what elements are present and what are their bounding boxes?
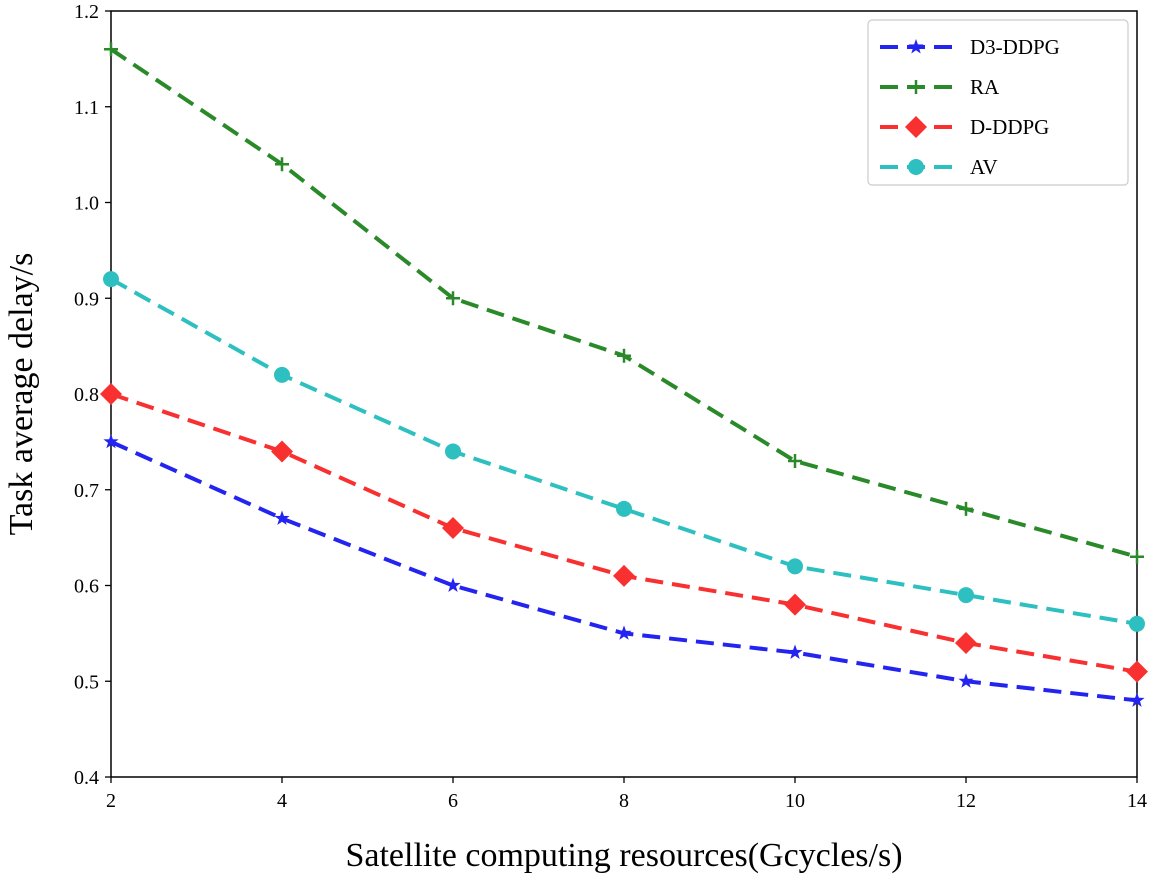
data-point-plus bbox=[1130, 549, 1144, 564]
data-point-plus bbox=[275, 157, 289, 172]
data-point-star bbox=[908, 39, 924, 54]
data-point-diamond bbox=[905, 116, 927, 138]
series-d-ddpg bbox=[100, 383, 1148, 683]
legend-item: RA bbox=[880, 75, 1000, 99]
data-point-star bbox=[616, 625, 632, 640]
legend-label: AV bbox=[970, 155, 998, 179]
series-d3-ddpg bbox=[103, 433, 1145, 707]
y-axis-label: Task average delay/s bbox=[3, 253, 40, 536]
data-point-diamond bbox=[613, 564, 635, 587]
data-point-star bbox=[787, 644, 803, 659]
data-point-star bbox=[1129, 692, 1145, 707]
legend-box bbox=[867, 19, 1129, 186]
y-tick-label: 0.8 bbox=[74, 384, 99, 406]
y-tick-label: 0.6 bbox=[74, 576, 99, 598]
y-tick-label: 1.0 bbox=[74, 193, 99, 215]
legend-label: D3-DDPG bbox=[970, 35, 1060, 59]
data-point-diamond bbox=[100, 383, 122, 405]
data-point-star bbox=[958, 673, 974, 688]
x-tick-label: 6 bbox=[448, 790, 458, 812]
y-tick-label: 0.9 bbox=[74, 288, 99, 310]
data-point-diamond bbox=[442, 517, 464, 540]
data-point-star bbox=[274, 510, 290, 525]
x-tick-label: 8 bbox=[619, 790, 629, 812]
data-point-circle bbox=[274, 366, 290, 383]
y-tick-label: 1.2 bbox=[74, 1, 99, 23]
axes: 2 4 6 8 10 12 14 0.4 0.5 0.6 0.7 0.8 0.9 1.0 1.1 1.2 bbox=[74, 1, 1147, 812]
legend-item: AV bbox=[880, 155, 998, 179]
data-point-circle bbox=[445, 443, 461, 460]
y-tick-label: 0.4 bbox=[74, 767, 99, 789]
legend-item: D3-DDPG bbox=[880, 35, 1060, 59]
x-axis-label: Satellite computing resources(Gcycles/s) bbox=[345, 837, 902, 874]
legend: D3-DDPG RA D-DDPG AV bbox=[867, 19, 1129, 186]
legend-item: D-DDPG bbox=[880, 115, 1049, 139]
series-group bbox=[100, 42, 1148, 707]
y-tick-label: 1.1 bbox=[74, 97, 99, 119]
data-point-star bbox=[103, 433, 119, 449]
data-point-circle bbox=[1129, 615, 1145, 632]
data-point-plus bbox=[959, 501, 973, 516]
data-point-plus bbox=[104, 42, 118, 57]
series-ra bbox=[104, 42, 1144, 564]
x-tick-label: 14 bbox=[1127, 790, 1147, 812]
data-point-diamond bbox=[271, 440, 293, 463]
data-point-plus bbox=[909, 80, 923, 94]
x-tick-label: 10 bbox=[785, 790, 805, 812]
y-tick-label: 0.7 bbox=[74, 480, 99, 502]
legend-label: RA bbox=[970, 75, 1000, 99]
data-point-diamond bbox=[1126, 660, 1148, 683]
data-point-plus bbox=[617, 348, 631, 363]
data-point-diamond bbox=[784, 593, 806, 616]
data-point-circle bbox=[908, 159, 924, 175]
data-point-plus bbox=[788, 454, 802, 469]
data-point-circle bbox=[616, 500, 632, 517]
data-point-circle bbox=[958, 587, 974, 604]
data-point-circle bbox=[787, 558, 803, 575]
data-point-circle bbox=[103, 271, 119, 288]
data-point-plus bbox=[446, 291, 460, 306]
x-tick-label: 4 bbox=[277, 790, 287, 812]
x-tick-label: 2 bbox=[106, 790, 116, 812]
data-point-star bbox=[445, 577, 461, 592]
data-point-diamond bbox=[955, 631, 977, 654]
legend-label: D-DDPG bbox=[970, 115, 1049, 139]
x-tick-label: 12 bbox=[956, 790, 976, 812]
series-av bbox=[103, 271, 1145, 632]
y-tick-label: 0.5 bbox=[74, 671, 99, 693]
